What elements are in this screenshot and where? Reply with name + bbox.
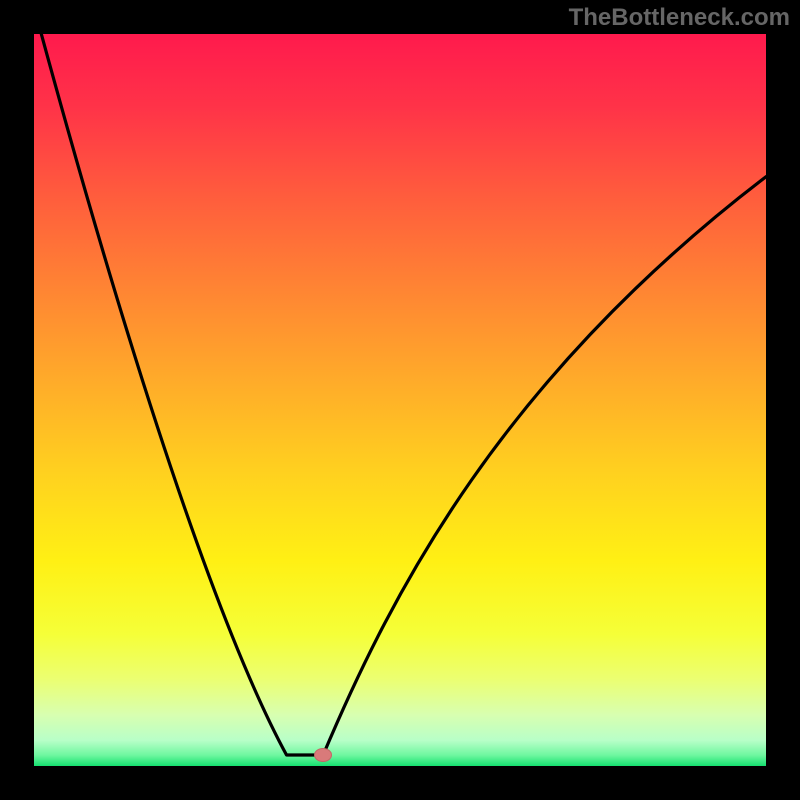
watermark-text: TheBottleneck.com [569, 4, 790, 32]
bottleneck-curve [34, 34, 766, 766]
optimal-point-marker [314, 748, 332, 762]
chart-container: TheBottleneck.com [0, 0, 800, 800]
plot-area [34, 34, 766, 766]
